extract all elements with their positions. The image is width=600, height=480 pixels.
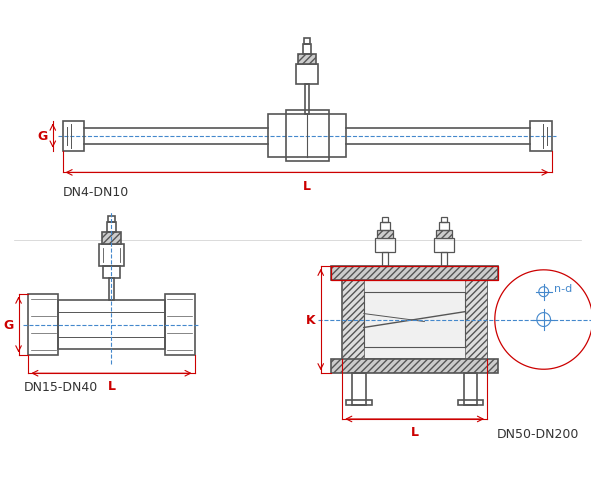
Text: L: L <box>303 180 311 193</box>
Bar <box>296 65 318 85</box>
Text: DN50-DN200: DN50-DN200 <box>497 427 579 440</box>
Bar <box>62 121 84 151</box>
Bar <box>376 239 395 252</box>
Bar <box>304 39 310 45</box>
Bar <box>377 230 393 239</box>
Text: L: L <box>107 379 115 392</box>
Bar <box>382 252 388 266</box>
Bar <box>58 300 165 349</box>
Text: K: K <box>306 313 316 326</box>
Text: DN15-DN40: DN15-DN40 <box>23 380 98 394</box>
Bar <box>342 280 364 360</box>
Bar <box>466 280 487 360</box>
Bar <box>286 110 329 162</box>
Bar <box>268 115 346 158</box>
Bar <box>303 45 311 55</box>
Bar <box>108 216 115 223</box>
Bar <box>464 373 477 405</box>
Bar <box>380 223 390 230</box>
Bar <box>364 292 466 348</box>
Bar <box>439 223 449 230</box>
Bar <box>382 217 388 223</box>
Text: DN4-DN10: DN4-DN10 <box>62 186 129 199</box>
Bar <box>101 232 121 244</box>
Bar <box>165 294 194 356</box>
Bar <box>103 266 120 278</box>
Bar <box>28 294 58 356</box>
Bar <box>434 239 454 252</box>
Bar <box>352 373 366 405</box>
Text: G: G <box>38 130 48 143</box>
Bar <box>331 266 498 280</box>
Bar <box>458 400 483 405</box>
Bar <box>331 266 498 280</box>
Bar <box>305 85 309 115</box>
Bar <box>436 230 452 239</box>
Text: n-d: n-d <box>554 283 573 293</box>
Bar <box>342 280 487 360</box>
Bar <box>530 121 551 151</box>
Bar <box>99 244 124 266</box>
Bar <box>441 217 447 223</box>
Text: L: L <box>410 425 419 438</box>
Bar <box>441 252 447 266</box>
Bar <box>298 55 316 65</box>
Bar <box>107 223 116 232</box>
Text: G: G <box>4 318 14 331</box>
Bar <box>109 278 115 300</box>
Bar <box>331 360 498 373</box>
Bar <box>346 400 371 405</box>
